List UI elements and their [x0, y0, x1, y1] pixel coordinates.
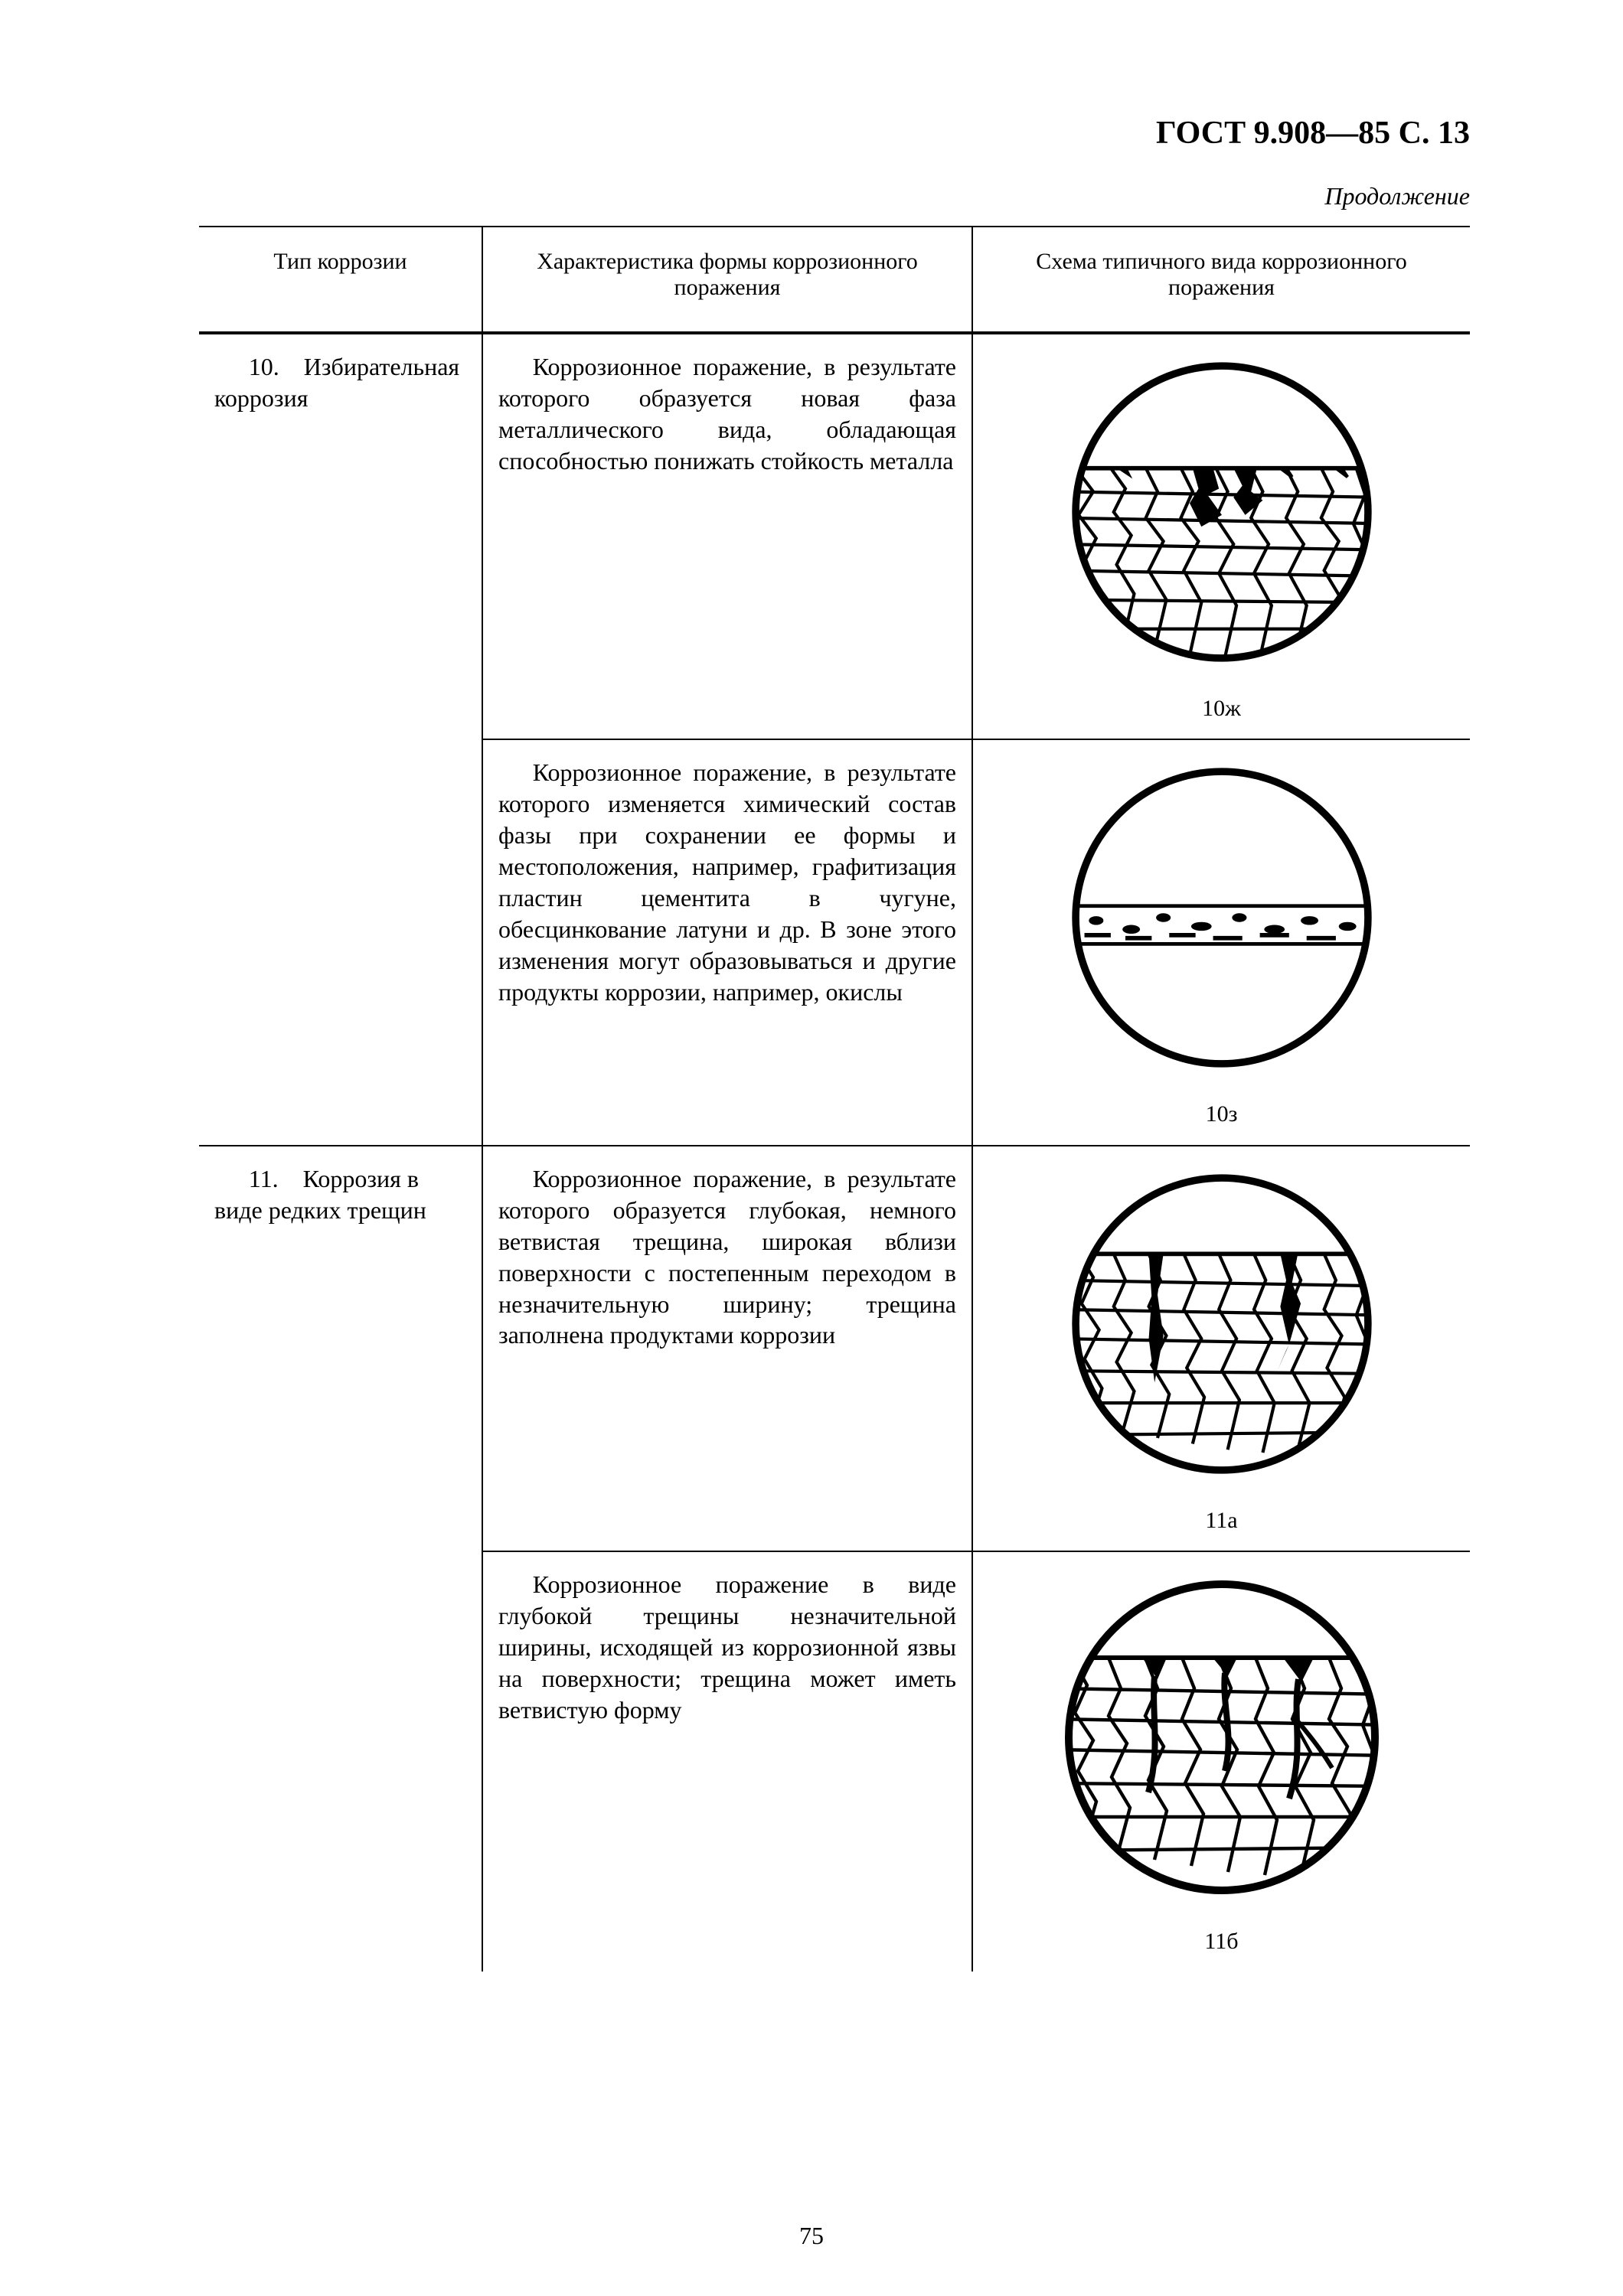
- page: ГОСТ 9.908—85 С. 13 Продолжение Тип корр…: [0, 0, 1623, 2296]
- desc-cell-11a: Коррозионное поражение, в результате кот…: [482, 1146, 972, 1551]
- type-cell-10: 10. Избирательная коррозия: [199, 333, 482, 1146]
- diagram-10z-icon: [1061, 757, 1383, 1078]
- diagram-11a-icon: [1061, 1163, 1383, 1485]
- type-label-10: 10. Избирательная коррозия: [214, 351, 466, 414]
- figure-caption-11a: 11а: [1061, 1506, 1383, 1535]
- type-cell-11: 11. Коррозия в виде редких трещин: [199, 1146, 482, 1972]
- col-header-scheme: Схема типичного вида коррозионного пораж…: [972, 227, 1470, 333]
- col-header-type: Тип коррозии: [199, 227, 482, 333]
- figure-caption-10a: 10ж: [1061, 694, 1383, 723]
- figure-caption-10b: 10з: [1061, 1100, 1383, 1129]
- figure-cell-11a: 11а: [972, 1146, 1470, 1551]
- desc-text-10b: Коррозионное поражение, в результате кот…: [498, 757, 956, 1008]
- figure-cell-10a: 10ж: [972, 333, 1470, 739]
- corrosion-table: Тип коррозии Характеристика формы корроз…: [199, 226, 1470, 1971]
- figure-cell-11b: 11б: [972, 1551, 1470, 1971]
- figure-caption-11b: 11б: [1053, 1927, 1390, 1956]
- diagram-10zh-icon: [1061, 351, 1383, 673]
- continuation-label: Продолжение: [199, 182, 1470, 210]
- figure-cell-10b: 10з: [972, 739, 1470, 1145]
- desc-cell-10b: Коррозионное поражение, в результате кот…: [482, 739, 972, 1145]
- desc-text-11b: Коррозионное поражение в виде глубокой т…: [498, 1569, 956, 1726]
- desc-text-10a: Коррозионное поражение, в результате кот…: [498, 351, 956, 477]
- document-header: ГОСТ 9.908—85 С. 13: [199, 115, 1470, 152]
- desc-text-11a: Коррозионное поражение, в результате кот…: [498, 1163, 956, 1352]
- col-header-desc: Характеристика формы коррозионного пораж…: [482, 227, 972, 333]
- desc-cell-10a: Коррозионное поражение, в результате кот…: [482, 333, 972, 739]
- diagram-11b-icon: [1053, 1569, 1390, 1906]
- desc-cell-11b: Коррозионное поражение в виде глубокой т…: [482, 1551, 972, 1971]
- type-label-11: 11. Коррозия в виде редких трещин: [214, 1163, 466, 1226]
- page-number: 75: [0, 2222, 1623, 2250]
